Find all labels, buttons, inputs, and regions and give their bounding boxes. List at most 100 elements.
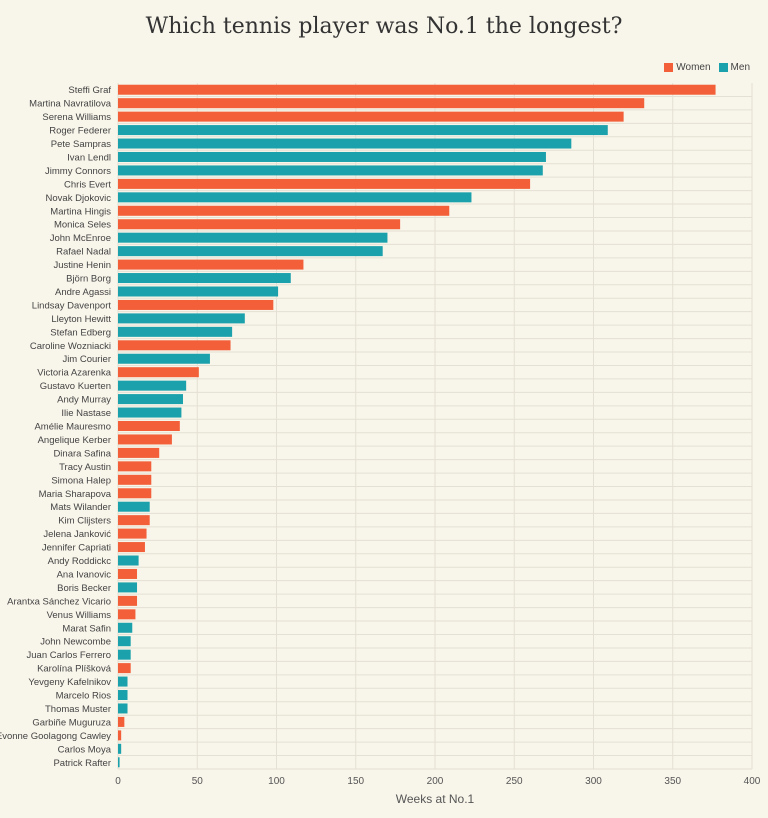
bar [118, 542, 145, 553]
bar [118, 340, 231, 351]
bar [118, 703, 128, 714]
legend-label: Men [730, 62, 750, 73]
y-tick-label: Mats Wilander [50, 502, 111, 513]
bar [118, 474, 152, 485]
bar [118, 84, 716, 95]
x-tick-label: 150 [347, 776, 364, 787]
bar [118, 488, 152, 499]
y-tick-label: Lleyton Hewitt [51, 314, 111, 325]
bar [118, 421, 180, 431]
y-tick-label: Roger Federer [49, 126, 111, 137]
legend-item-men[interactable]: Men [718, 62, 750, 73]
bar [118, 515, 150, 526]
x-tick-label: 300 [585, 776, 602, 787]
bar [118, 178, 531, 189]
bar [118, 219, 401, 230]
y-tick-label: John Newcombe [40, 637, 111, 648]
y-tick-label: Simona Halep [51, 475, 111, 486]
bar [118, 259, 304, 270]
bar [118, 353, 210, 364]
y-tick-label: Lindsay Davenport [32, 300, 112, 311]
y-tick-label: John McEnroe [50, 233, 111, 244]
bar [118, 326, 233, 337]
bar [118, 205, 450, 216]
legend: Women Men [664, 62, 750, 73]
x-tick-label: 350 [664, 776, 681, 787]
legend-swatch-women [664, 63, 674, 72]
bar [118, 757, 120, 768]
bar [118, 663, 131, 674]
y-tick-label: Pete Sampras [51, 139, 111, 150]
bar [118, 232, 388, 243]
x-tick-label: 50 [192, 776, 204, 787]
y-tick-label: Ana Ivanovic [57, 569, 112, 580]
y-tick-label: Dinara Safina [53, 448, 111, 459]
x-axis-label: Weeks at No.1 [396, 792, 475, 806]
y-tick-label: Patrick Rafter [53, 758, 111, 769]
bar [118, 313, 245, 324]
bar [118, 555, 139, 566]
bar [118, 125, 608, 136]
bar [118, 407, 182, 418]
bar [118, 367, 199, 378]
y-tick-label: Rafael Nadal [56, 247, 111, 258]
bar [118, 461, 152, 472]
y-tick-label: Andre Agassi [55, 287, 111, 298]
bar [118, 98, 645, 109]
y-tick-label: Boris Becker [57, 583, 111, 594]
x-tick-label: 100 [268, 776, 285, 787]
y-tick-label: Tracy Austin [59, 462, 111, 473]
bar [118, 649, 131, 660]
y-tick-label: Karolína Plíšková [37, 664, 112, 675]
y-tick-label: Arantxa Sánchez Vicario [7, 596, 111, 607]
y-tick-label: Serena Williams [42, 112, 111, 123]
y-tick-label: Caroline Wozniacki [30, 341, 111, 352]
bar [118, 165, 543, 176]
y-tick-label: Gustavo Kuerten [40, 381, 111, 392]
bar [118, 246, 383, 257]
bar [118, 151, 546, 162]
y-tick-label: Justine Henin [53, 260, 111, 271]
y-tick-label: Jimmy Connors [45, 166, 111, 177]
bar [118, 528, 147, 539]
bar [118, 501, 150, 512]
bar [118, 636, 131, 647]
y-tick-label: Steffi Graf [68, 85, 111, 96]
y-tick-label: Martina Hingis [50, 206, 111, 217]
y-tick-label: Amélie Mauresmo [34, 422, 111, 433]
bar [118, 299, 274, 310]
y-tick-label: Jennifer Capriati [42, 543, 111, 554]
bar [118, 394, 183, 405]
bar [118, 609, 136, 620]
bar [118, 730, 122, 741]
bar [118, 447, 160, 458]
bar [118, 595, 138, 606]
bar [118, 676, 128, 687]
legend-item-women[interactable]: Women [664, 62, 711, 73]
y-tick-label: Ilie Nastase [61, 408, 111, 419]
y-tick-label: Marcelo Rios [56, 691, 112, 702]
bar [118, 434, 172, 445]
y-tick-label: Martina Navratilova [29, 99, 112, 110]
legend-label: Women [676, 62, 711, 73]
bar [118, 111, 624, 122]
x-tick-label: 200 [427, 776, 444, 787]
y-tick-label: Victoria Azarenka [37, 368, 111, 379]
y-tick-label: Andy Roddickc [48, 556, 112, 567]
y-tick-label: Yevgeny Kafelnikov [28, 677, 111, 688]
y-tick-label: Thomas Muster [45, 704, 111, 715]
y-tick-label: Björn Borg [66, 274, 111, 285]
y-tick-label: Marat Safin [62, 623, 111, 634]
bar [118, 192, 472, 203]
y-tick-label: Venus Williams [47, 610, 112, 621]
bar [118, 568, 138, 579]
y-tick-label: Ivan Lendl [67, 152, 111, 163]
y-tick-label: Carlos Moya [58, 744, 112, 755]
y-tick-label: Monica Seles [54, 220, 111, 231]
y-tick-label: Jelena Janković [43, 529, 111, 540]
y-tick-label: Kim Clijsters [58, 516, 111, 527]
legend-swatch-men [718, 63, 728, 72]
y-tick-label: Jim Courier [62, 354, 111, 365]
bar [118, 286, 279, 297]
bar [118, 690, 128, 701]
